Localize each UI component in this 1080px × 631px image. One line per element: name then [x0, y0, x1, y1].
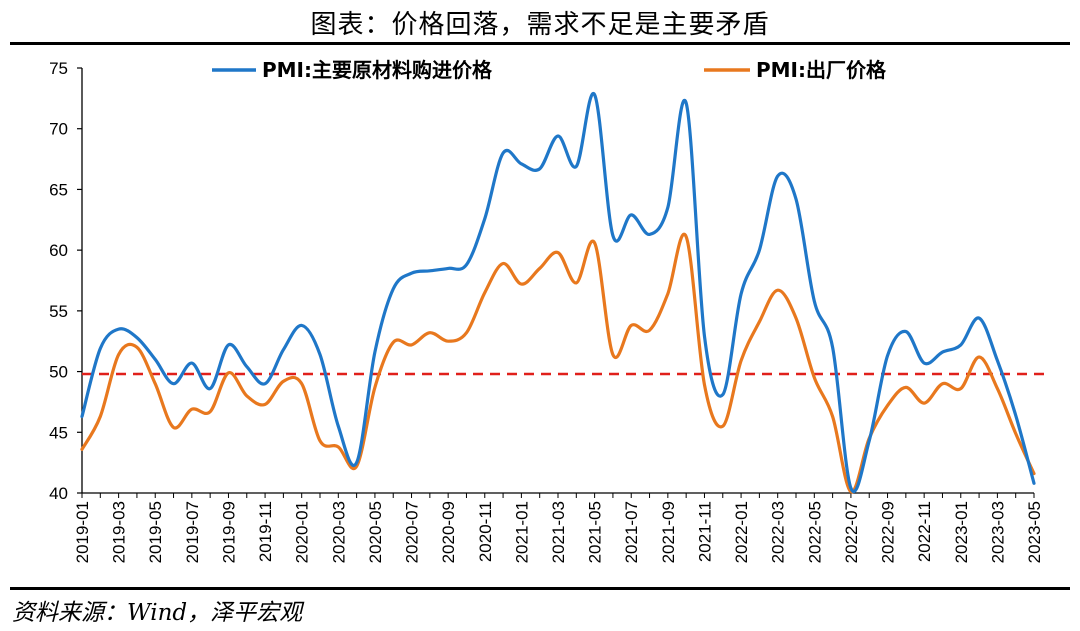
x-tick-label: 2021-11	[695, 501, 714, 562]
legend-item-purchase-price: PMI:主要原材料购进价格	[212, 58, 493, 82]
chart-axes: 40 45 50 55 60 65 70 75 2019-01 2019-03 2019-05 201…	[49, 59, 1044, 563]
series-line-purchase-price	[80, 92, 1036, 493]
x-tick-label: 2020-05	[366, 501, 385, 563]
source-note: 资料来源：Wind，泽平宏观	[12, 600, 303, 626]
x-tick-label: 2022-07	[842, 501, 861, 563]
y-tick-label: 45	[49, 423, 68, 442]
x-tick-label: 2022-03	[769, 501, 788, 563]
legend: PMI:主要原材料购进价格 PMI:出厂价格	[212, 58, 887, 82]
x-tick-label: 2019-07	[183, 501, 202, 563]
y-tick-label: 60	[49, 241, 68, 260]
y-tick-label: 40	[49, 484, 68, 503]
y-tick-label: 55	[49, 302, 68, 321]
x-tick-label: 2022-05	[805, 501, 824, 563]
x-tick-label: 2023-03	[988, 501, 1007, 563]
x-tick-label: 2022-09	[879, 501, 898, 563]
legend-item-output-price: PMI:出厂价格	[704, 58, 887, 82]
title-divider	[10, 42, 1070, 45]
y-tick-label: 50	[49, 363, 68, 382]
x-tick-label: 2020-09	[439, 501, 458, 563]
x-tick-label: 2020-07	[403, 501, 422, 563]
y-tick-label: 65	[49, 180, 68, 199]
x-tick-label: 2019-11	[256, 501, 275, 562]
footer-divider	[10, 587, 1070, 590]
x-tick-label: 2021-07	[622, 501, 641, 563]
legend-label: PMI:主要原材料购进价格	[262, 58, 493, 82]
x-tick-label: 2023-01	[952, 501, 971, 563]
x-tick-label: 2019-05	[146, 501, 165, 563]
x-tick-label: 2021-09	[659, 501, 678, 563]
x-tick-label: 2022-01	[732, 501, 751, 563]
x-tick-label: 2019-01	[73, 501, 92, 563]
y-tick-label: 70	[49, 120, 68, 139]
x-tick-label: 2022-11	[915, 501, 934, 562]
x-tick-label: 2023-05	[1025, 501, 1044, 563]
series-line-output-price	[80, 232, 1036, 494]
x-tick-label: 2020-11	[476, 501, 495, 562]
x-tick-label: 2020-03	[329, 501, 348, 563]
x-tick-label: 2019-03	[110, 501, 129, 563]
y-tick-label: 75	[49, 59, 68, 78]
chart-title: 图表：价格回落，需求不足是主要矛盾	[310, 10, 770, 40]
x-tick-label: 2019-09	[219, 501, 238, 563]
x-tick-label: 2021-05	[586, 501, 605, 563]
x-tick-label: 2021-03	[549, 501, 568, 563]
x-tick-label: 2021-01	[512, 501, 531, 563]
legend-label: PMI:出厂价格	[756, 58, 887, 82]
series-lines	[80, 92, 1036, 494]
x-tick-label: 2020-01	[293, 501, 312, 563]
